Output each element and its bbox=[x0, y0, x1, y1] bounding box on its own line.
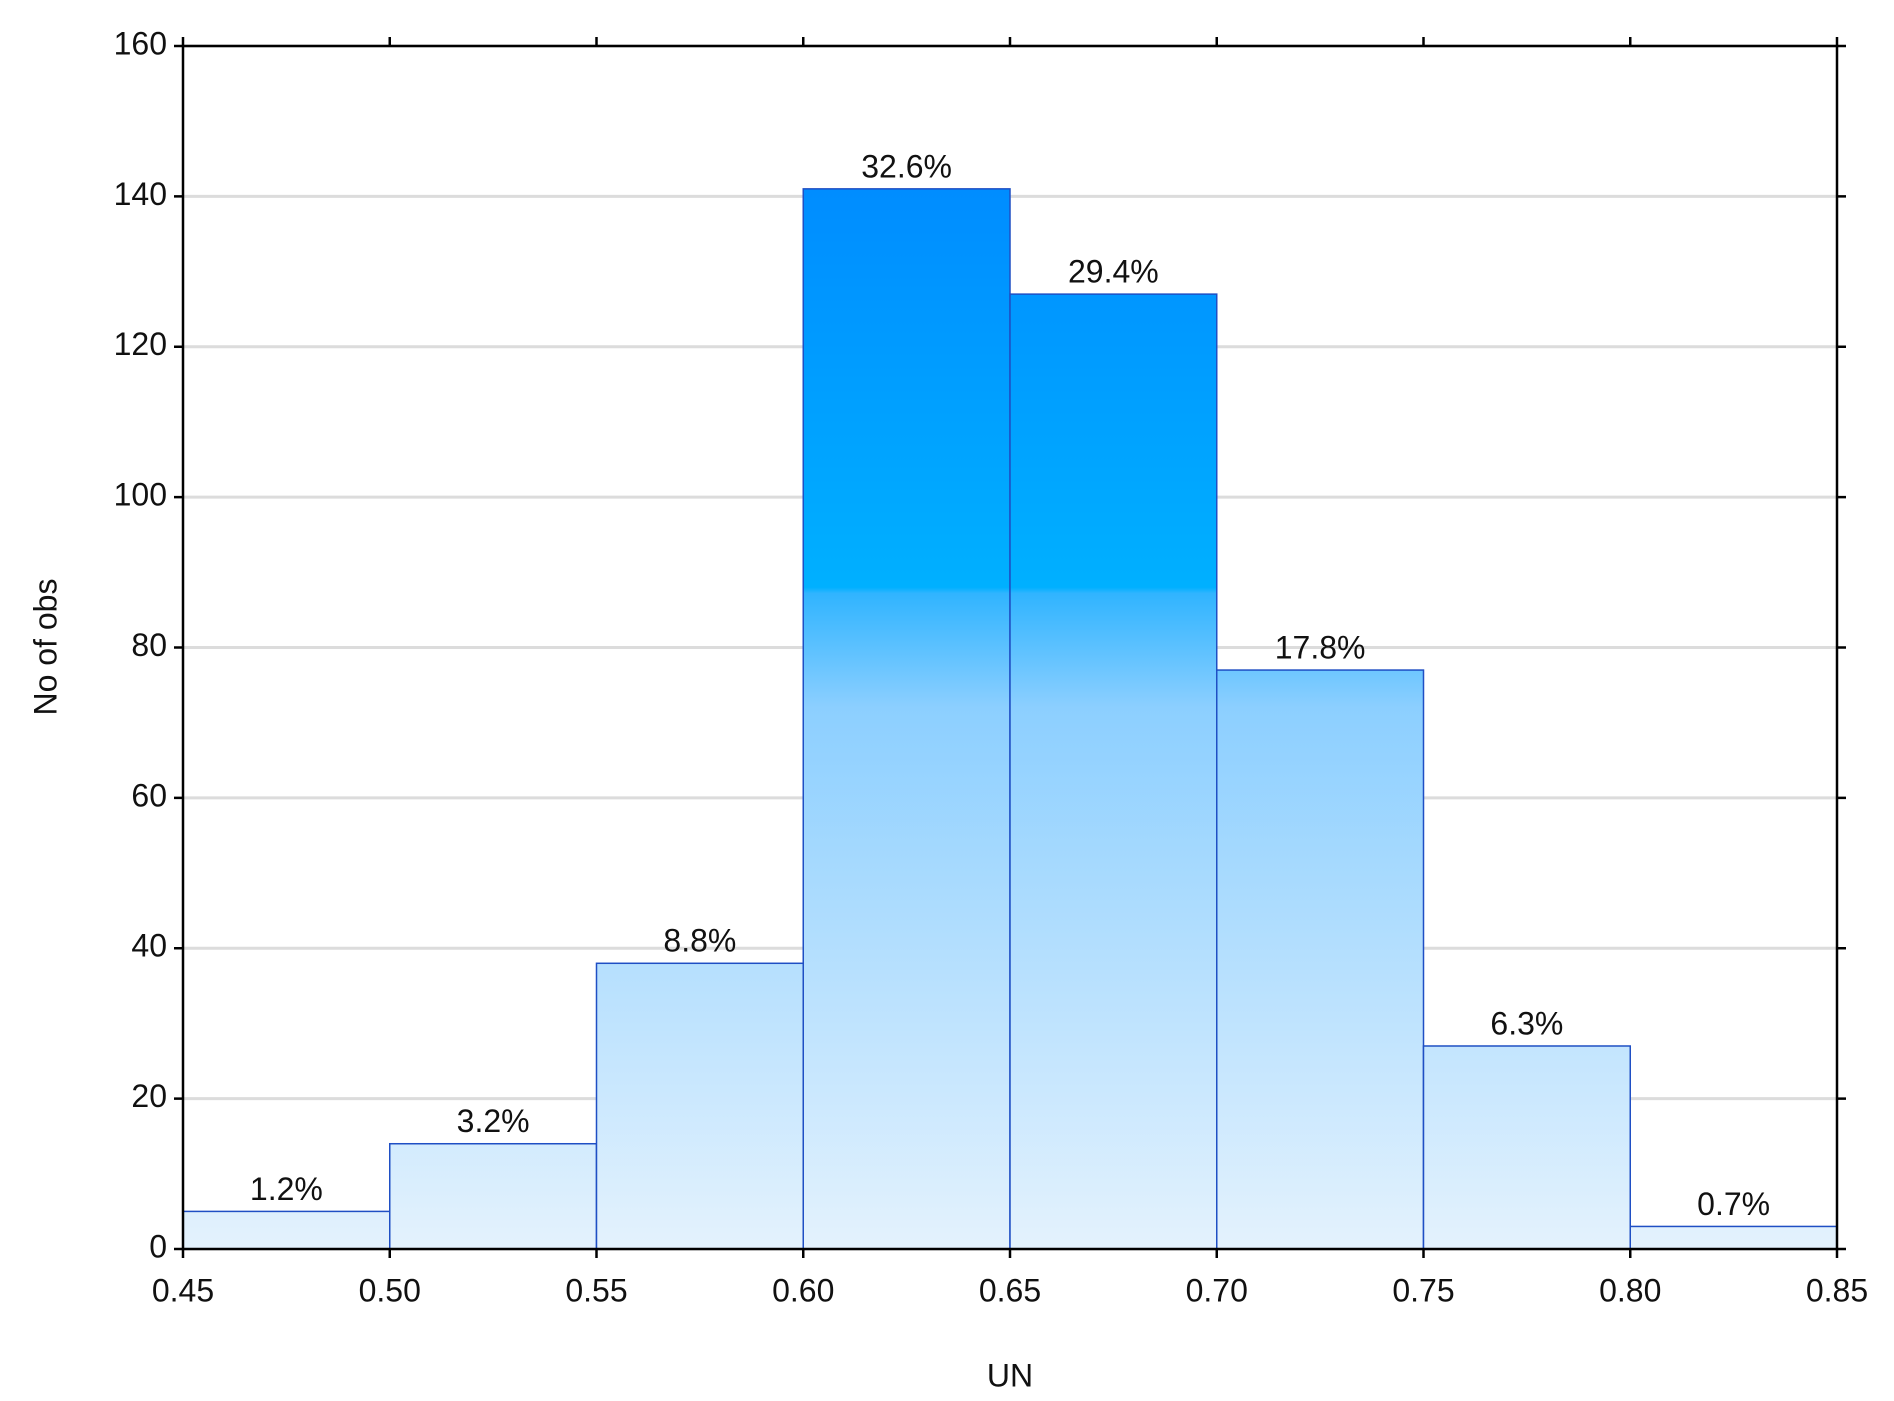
bar-label: 1.2% bbox=[250, 1171, 323, 1207]
x-axis-label: UN bbox=[987, 1357, 1033, 1393]
x-tick-label: 0.60 bbox=[772, 1272, 834, 1308]
y-tick-label: 0 bbox=[149, 1228, 167, 1264]
histogram-bar bbox=[389, 1142, 598, 1250]
bars bbox=[182, 188, 1838, 1250]
histogram-bar bbox=[182, 1210, 391, 1250]
x-tick-label: 0.45 bbox=[152, 1272, 214, 1308]
bar-label: 3.2% bbox=[457, 1103, 530, 1139]
histogram-bar bbox=[1629, 1225, 1838, 1250]
histogram-bar bbox=[1422, 1045, 1631, 1250]
bar-label: 29.4% bbox=[1068, 254, 1159, 290]
bar-label: 0.7% bbox=[1697, 1186, 1770, 1222]
y-tick-label: 20 bbox=[131, 1078, 167, 1114]
x-tick-label: 0.70 bbox=[1186, 1272, 1248, 1308]
y-tick-label: 100 bbox=[114, 477, 167, 513]
histogram-bar bbox=[1009, 293, 1218, 1250]
y-tick-label: 40 bbox=[131, 928, 167, 964]
histogram-bar bbox=[1216, 669, 1425, 1250]
bar-label: 17.8% bbox=[1275, 630, 1366, 666]
x-tick-label: 0.50 bbox=[359, 1272, 421, 1308]
histogram-bar bbox=[595, 962, 804, 1250]
bar-label: 8.8% bbox=[663, 923, 736, 959]
x-tick-label: 0.65 bbox=[979, 1272, 1041, 1308]
x-tick-label: 0.55 bbox=[565, 1272, 627, 1308]
x-tick-label: 0.80 bbox=[1599, 1272, 1661, 1308]
y-tick-label: 120 bbox=[114, 326, 167, 362]
y-tick-label: 80 bbox=[131, 627, 167, 663]
y-tick-label: 60 bbox=[131, 777, 167, 813]
x-tick-label: 0.85 bbox=[1806, 1272, 1868, 1308]
x-tick-label: 0.75 bbox=[1392, 1272, 1454, 1308]
y-axis-label: No of obs bbox=[27, 579, 63, 716]
y-tick-label: 160 bbox=[114, 25, 167, 61]
bar-label: 32.6% bbox=[861, 148, 952, 184]
histogram-bar bbox=[802, 188, 1011, 1250]
y-tick-label: 140 bbox=[114, 176, 167, 212]
bar-label: 6.3% bbox=[1490, 1005, 1563, 1041]
